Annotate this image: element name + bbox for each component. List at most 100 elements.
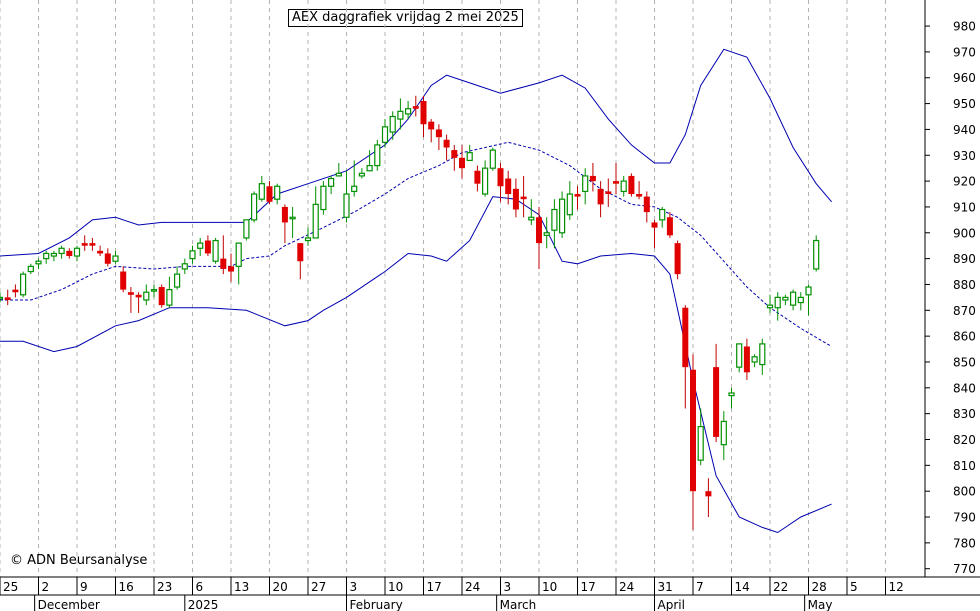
candle-body xyxy=(512,188,519,210)
candle-body xyxy=(697,425,704,461)
y-tick-label: 810 xyxy=(953,459,976,473)
candle-body xyxy=(104,253,111,264)
candle-body xyxy=(728,392,735,397)
candle-body xyxy=(43,252,50,260)
x-month-label: March xyxy=(500,598,537,611)
x-day-label: 7 xyxy=(696,580,704,594)
candle-body xyxy=(543,232,550,236)
lower-bollinger-band xyxy=(0,196,832,534)
candle-body xyxy=(497,168,504,187)
candle-body xyxy=(743,346,750,373)
candle-body xyxy=(335,172,342,177)
x-day-label: 31 xyxy=(658,580,673,594)
x-day-label: 2 xyxy=(42,580,50,594)
x-month-label: 2025 xyxy=(188,598,219,611)
y-tick-label: 890 xyxy=(953,252,976,266)
candle-body xyxy=(181,263,188,270)
candle-body xyxy=(258,183,265,200)
candle-body xyxy=(381,126,389,143)
candle-body xyxy=(50,252,58,257)
candle-body xyxy=(690,369,696,492)
x-day-label: 12 xyxy=(889,580,904,594)
y-tick-label: 820 xyxy=(953,433,976,447)
upper-bollinger-band xyxy=(0,48,832,257)
y-tick-label: 980 xyxy=(953,20,976,34)
candle-body xyxy=(751,356,758,363)
candle-body xyxy=(366,164,373,172)
y-tick-label: 800 xyxy=(953,485,976,499)
candle-body xyxy=(35,260,42,265)
candle-body xyxy=(551,208,558,231)
y-tick-label: 900 xyxy=(953,226,976,240)
y-tick-label: 940 xyxy=(953,123,976,137)
candle-body xyxy=(189,250,196,260)
chart-title: AEX daggrafiek vrijdag 2 mei 2025 xyxy=(288,9,523,27)
candle-body xyxy=(451,150,458,158)
candle-body xyxy=(659,208,666,221)
x-day-label: 25 xyxy=(3,580,18,594)
candle-body xyxy=(443,139,450,148)
candle-body xyxy=(613,181,619,184)
x-day-label: 3 xyxy=(350,580,358,594)
x-day-label: 17 xyxy=(581,580,596,594)
candle-body xyxy=(328,177,335,187)
candle-body xyxy=(281,206,288,223)
x-day-label: 10 xyxy=(542,580,557,594)
candle-body xyxy=(420,100,427,125)
candle-body xyxy=(528,216,535,221)
candle-body xyxy=(720,420,727,446)
x-day-label: 17 xyxy=(427,580,442,594)
x-month-label: May xyxy=(808,598,833,611)
candle-body xyxy=(73,247,81,257)
x-day-label: 10 xyxy=(388,580,403,594)
x-day-label: 27 xyxy=(311,580,326,594)
candle-body xyxy=(220,258,227,269)
candle-body xyxy=(782,296,789,301)
x-day-label: 16 xyxy=(119,580,134,594)
candle-body xyxy=(135,294,142,298)
y-tick-label: 930 xyxy=(953,149,976,163)
candle-body xyxy=(620,180,627,193)
candle-body xyxy=(143,291,150,301)
candle-body xyxy=(774,296,781,309)
y-tick-label: 960 xyxy=(953,71,976,85)
candle-body xyxy=(150,289,158,292)
x-day-label: 24 xyxy=(619,580,634,594)
candle-body xyxy=(228,266,234,272)
candle-body xyxy=(158,287,165,306)
candle-body xyxy=(174,273,181,288)
candle-body xyxy=(766,304,774,309)
candle-body xyxy=(58,247,65,255)
candle-body xyxy=(235,242,242,267)
candle-body xyxy=(412,106,419,109)
x-day-label: 9 xyxy=(80,580,88,594)
candle-body xyxy=(628,175,635,195)
candle-body xyxy=(589,175,596,182)
y-tick-label: 970 xyxy=(953,45,976,59)
candle-body xyxy=(574,194,581,197)
candle-body xyxy=(805,286,812,296)
candle-body xyxy=(466,152,473,162)
candle-body xyxy=(489,149,496,169)
candle-body xyxy=(166,289,173,306)
candle-body xyxy=(674,243,681,275)
candle-body xyxy=(651,222,658,228)
candle-body xyxy=(813,239,820,270)
candle-body xyxy=(605,191,612,195)
candle-body xyxy=(397,110,404,120)
y-tick-label: 830 xyxy=(953,407,976,421)
y-tick-label: 780 xyxy=(953,536,976,550)
candle-body xyxy=(482,167,489,195)
y-tick-label: 870 xyxy=(953,304,976,318)
x-day-label: 23 xyxy=(157,580,172,594)
candle-body xyxy=(759,343,766,366)
candle-body xyxy=(428,121,435,130)
candle-body xyxy=(636,194,643,197)
candle-body xyxy=(566,193,573,216)
candle-body xyxy=(312,203,319,239)
candle-body xyxy=(789,291,797,306)
candle-body xyxy=(20,273,27,296)
candle-body xyxy=(112,255,119,262)
copyright-label: © ADN Beursanalyse xyxy=(10,553,148,568)
candle-body xyxy=(505,178,512,195)
